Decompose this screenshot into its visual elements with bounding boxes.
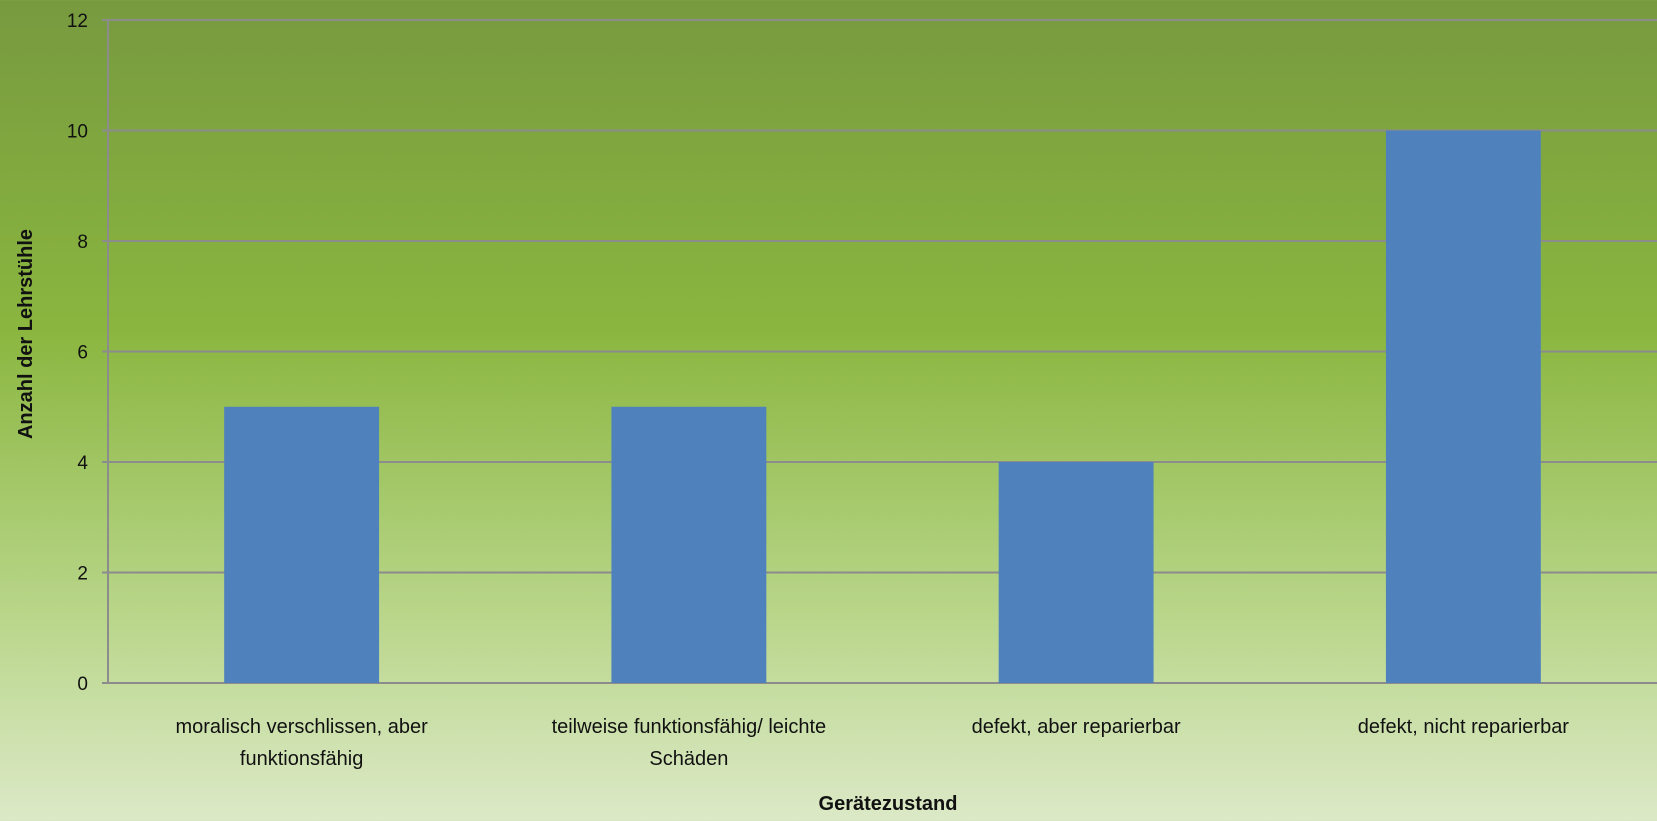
y-axis-title: Anzahl der Lehrstühle	[15, 229, 37, 439]
bar-3	[998, 462, 1154, 683]
x-category-label-line: moralisch verschlissen, aber	[175, 716, 428, 738]
y-tick-labels: 0 2 4 6 8 10 12	[67, 11, 89, 695]
x-axis-title: Gerätezustand	[819, 793, 958, 815]
bar-1	[224, 406, 380, 683]
y-tick-label-0: 0	[77, 674, 88, 695]
y-tick-label-2: 2	[77, 564, 88, 585]
bar-4	[1385, 130, 1541, 683]
x-category-label-4: defekt, nicht reparierbar	[1358, 716, 1570, 738]
x-category-label-line: defekt, nicht reparierbar	[1358, 716, 1570, 738]
x-category-label-1: moralisch verschlissen, aber funktionsfäh…	[175, 716, 428, 770]
y-tick-label-12: 12	[67, 11, 88, 32]
bar-2	[611, 406, 767, 683]
y-tick-label-10: 10	[67, 122, 88, 143]
x-category-label-line: funktionsfähig	[240, 748, 363, 770]
x-category-label-2: teilweise funktionsfähig/ leichte Schäden	[552, 716, 827, 770]
x-category-label-line: defekt, aber reparierbar	[972, 716, 1181, 738]
x-category-labels: moralisch verschlissen, aber funktionsfäh…	[175, 716, 1569, 770]
bars	[224, 130, 1541, 683]
x-category-label-line: teilweise funktionsfähig/ leichte	[552, 716, 827, 738]
y-tick-label-6: 6	[77, 343, 88, 364]
x-category-label-line: Schäden	[649, 748, 728, 770]
y-tick-label-8: 8	[77, 232, 88, 253]
y-tick-label-4: 4	[77, 453, 88, 474]
x-category-label-3: defekt, aber reparierbar	[972, 716, 1181, 738]
